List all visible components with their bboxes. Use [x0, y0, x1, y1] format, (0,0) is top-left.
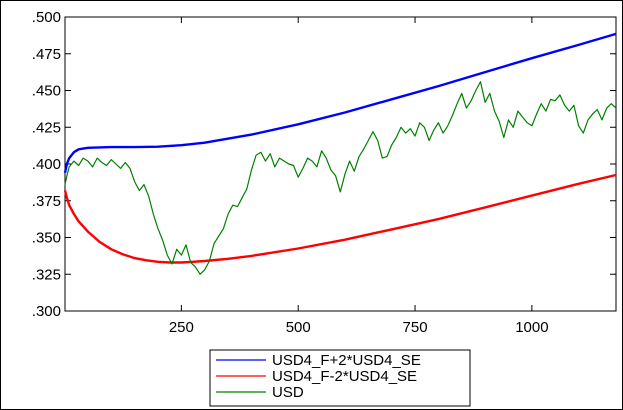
y-tick-label: .425 — [32, 119, 61, 136]
upper-band-line — [63, 32, 617, 174]
legend-label: USD — [272, 384, 304, 401]
y-tick-label: .325 — [32, 266, 61, 283]
y-tick-label: .450 — [32, 83, 61, 100]
y-axis: .300 .325 .350 .375 .400 .425 .450 .475 .500 — [32, 9, 616, 320]
y-tick-label: .300 — [32, 303, 61, 320]
x-tick-label: 500 — [286, 319, 311, 336]
x-tick-label: 750 — [403, 319, 428, 336]
y-tick-label: .500 — [32, 9, 61, 26]
usd-line — [64, 81, 617, 275]
y-tick-label: .350 — [32, 230, 61, 247]
x-tick-label: 1000 — [515, 319, 548, 336]
y-tick-label: .375 — [32, 193, 61, 210]
series-layer — [63, 32, 617, 275]
x-axis: 250 500 750 1000 — [169, 17, 549, 336]
legend-label: USD4_F-2*USD4_SE — [272, 368, 417, 385]
lower-band-line — [63, 173, 617, 264]
plot-area — [64, 16, 617, 312]
y-tick-label: .475 — [32, 46, 61, 63]
legend-label: USD4_F+2*USD4_SE — [272, 352, 421, 369]
legend-box — [209, 349, 471, 407]
y-tick-label: .400 — [32, 156, 61, 173]
x-tick-label: 250 — [169, 319, 194, 336]
